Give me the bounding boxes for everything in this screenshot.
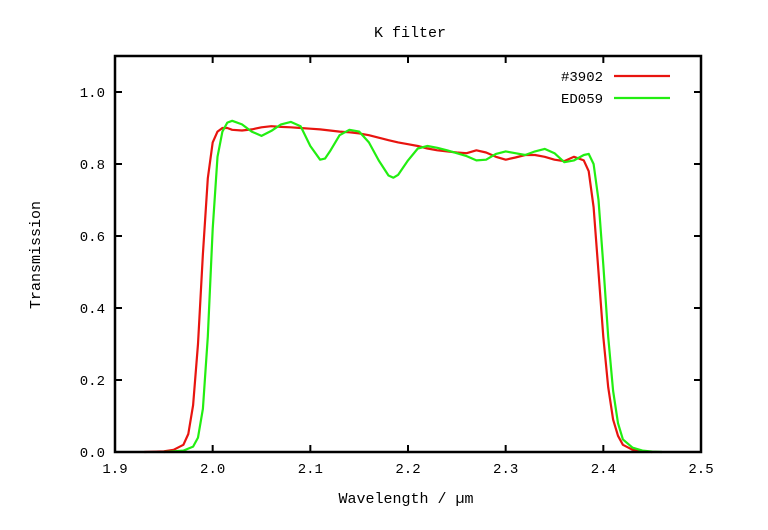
x-tick-label: 1.9: [102, 462, 127, 478]
x-axis-label: Wavelength / µm: [338, 491, 473, 508]
y-tick-label: 1.0: [80, 86, 105, 102]
legend-label-1: #3902: [561, 70, 603, 86]
x-tick-label: 2.5: [688, 462, 713, 478]
y-tick-label: 0.8: [80, 158, 105, 174]
x-tick-label: 2.1: [298, 462, 323, 478]
legend-label-2: ED059: [561, 92, 603, 108]
y-tick-label: 0.2: [80, 374, 105, 390]
y-axis-label: Transmission: [28, 201, 45, 309]
series-line-1: [144, 125, 653, 454]
y-tick-label: 0.6: [80, 230, 105, 246]
legend: #3902 ED059: [561, 70, 670, 108]
x-tick-label: 2.3: [493, 462, 518, 478]
axes-layer: 1.9 2.0 2.1 2.2 2.3 2.4 2.5 0.0 0.2 0.4 0.6 0.8 1.0: [80, 54, 714, 478]
series-line-2: [163, 119, 662, 454]
x-tick-label: 2.2: [395, 462, 420, 478]
y-tick-label: 0.4: [80, 302, 105, 318]
y-tick-label: 0.0: [80, 446, 105, 462]
x-tick-label: 2.4: [591, 462, 616, 478]
x-tick-label: 2.0: [200, 462, 225, 478]
series-layer: [144, 119, 662, 454]
chart-title: K filter: [374, 25, 446, 42]
